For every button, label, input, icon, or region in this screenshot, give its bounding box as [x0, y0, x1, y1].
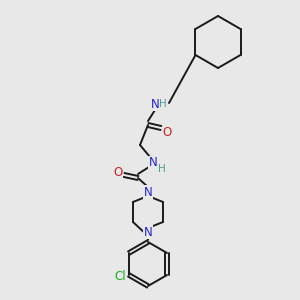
Text: N: N: [144, 226, 152, 238]
Text: H: H: [158, 164, 166, 174]
Text: Cl: Cl: [114, 269, 126, 283]
Text: N: N: [144, 185, 152, 199]
Text: O: O: [113, 166, 123, 178]
Text: O: O: [162, 127, 172, 140]
Text: N: N: [151, 98, 159, 110]
Text: N: N: [148, 157, 158, 169]
Text: H: H: [159, 99, 167, 109]
